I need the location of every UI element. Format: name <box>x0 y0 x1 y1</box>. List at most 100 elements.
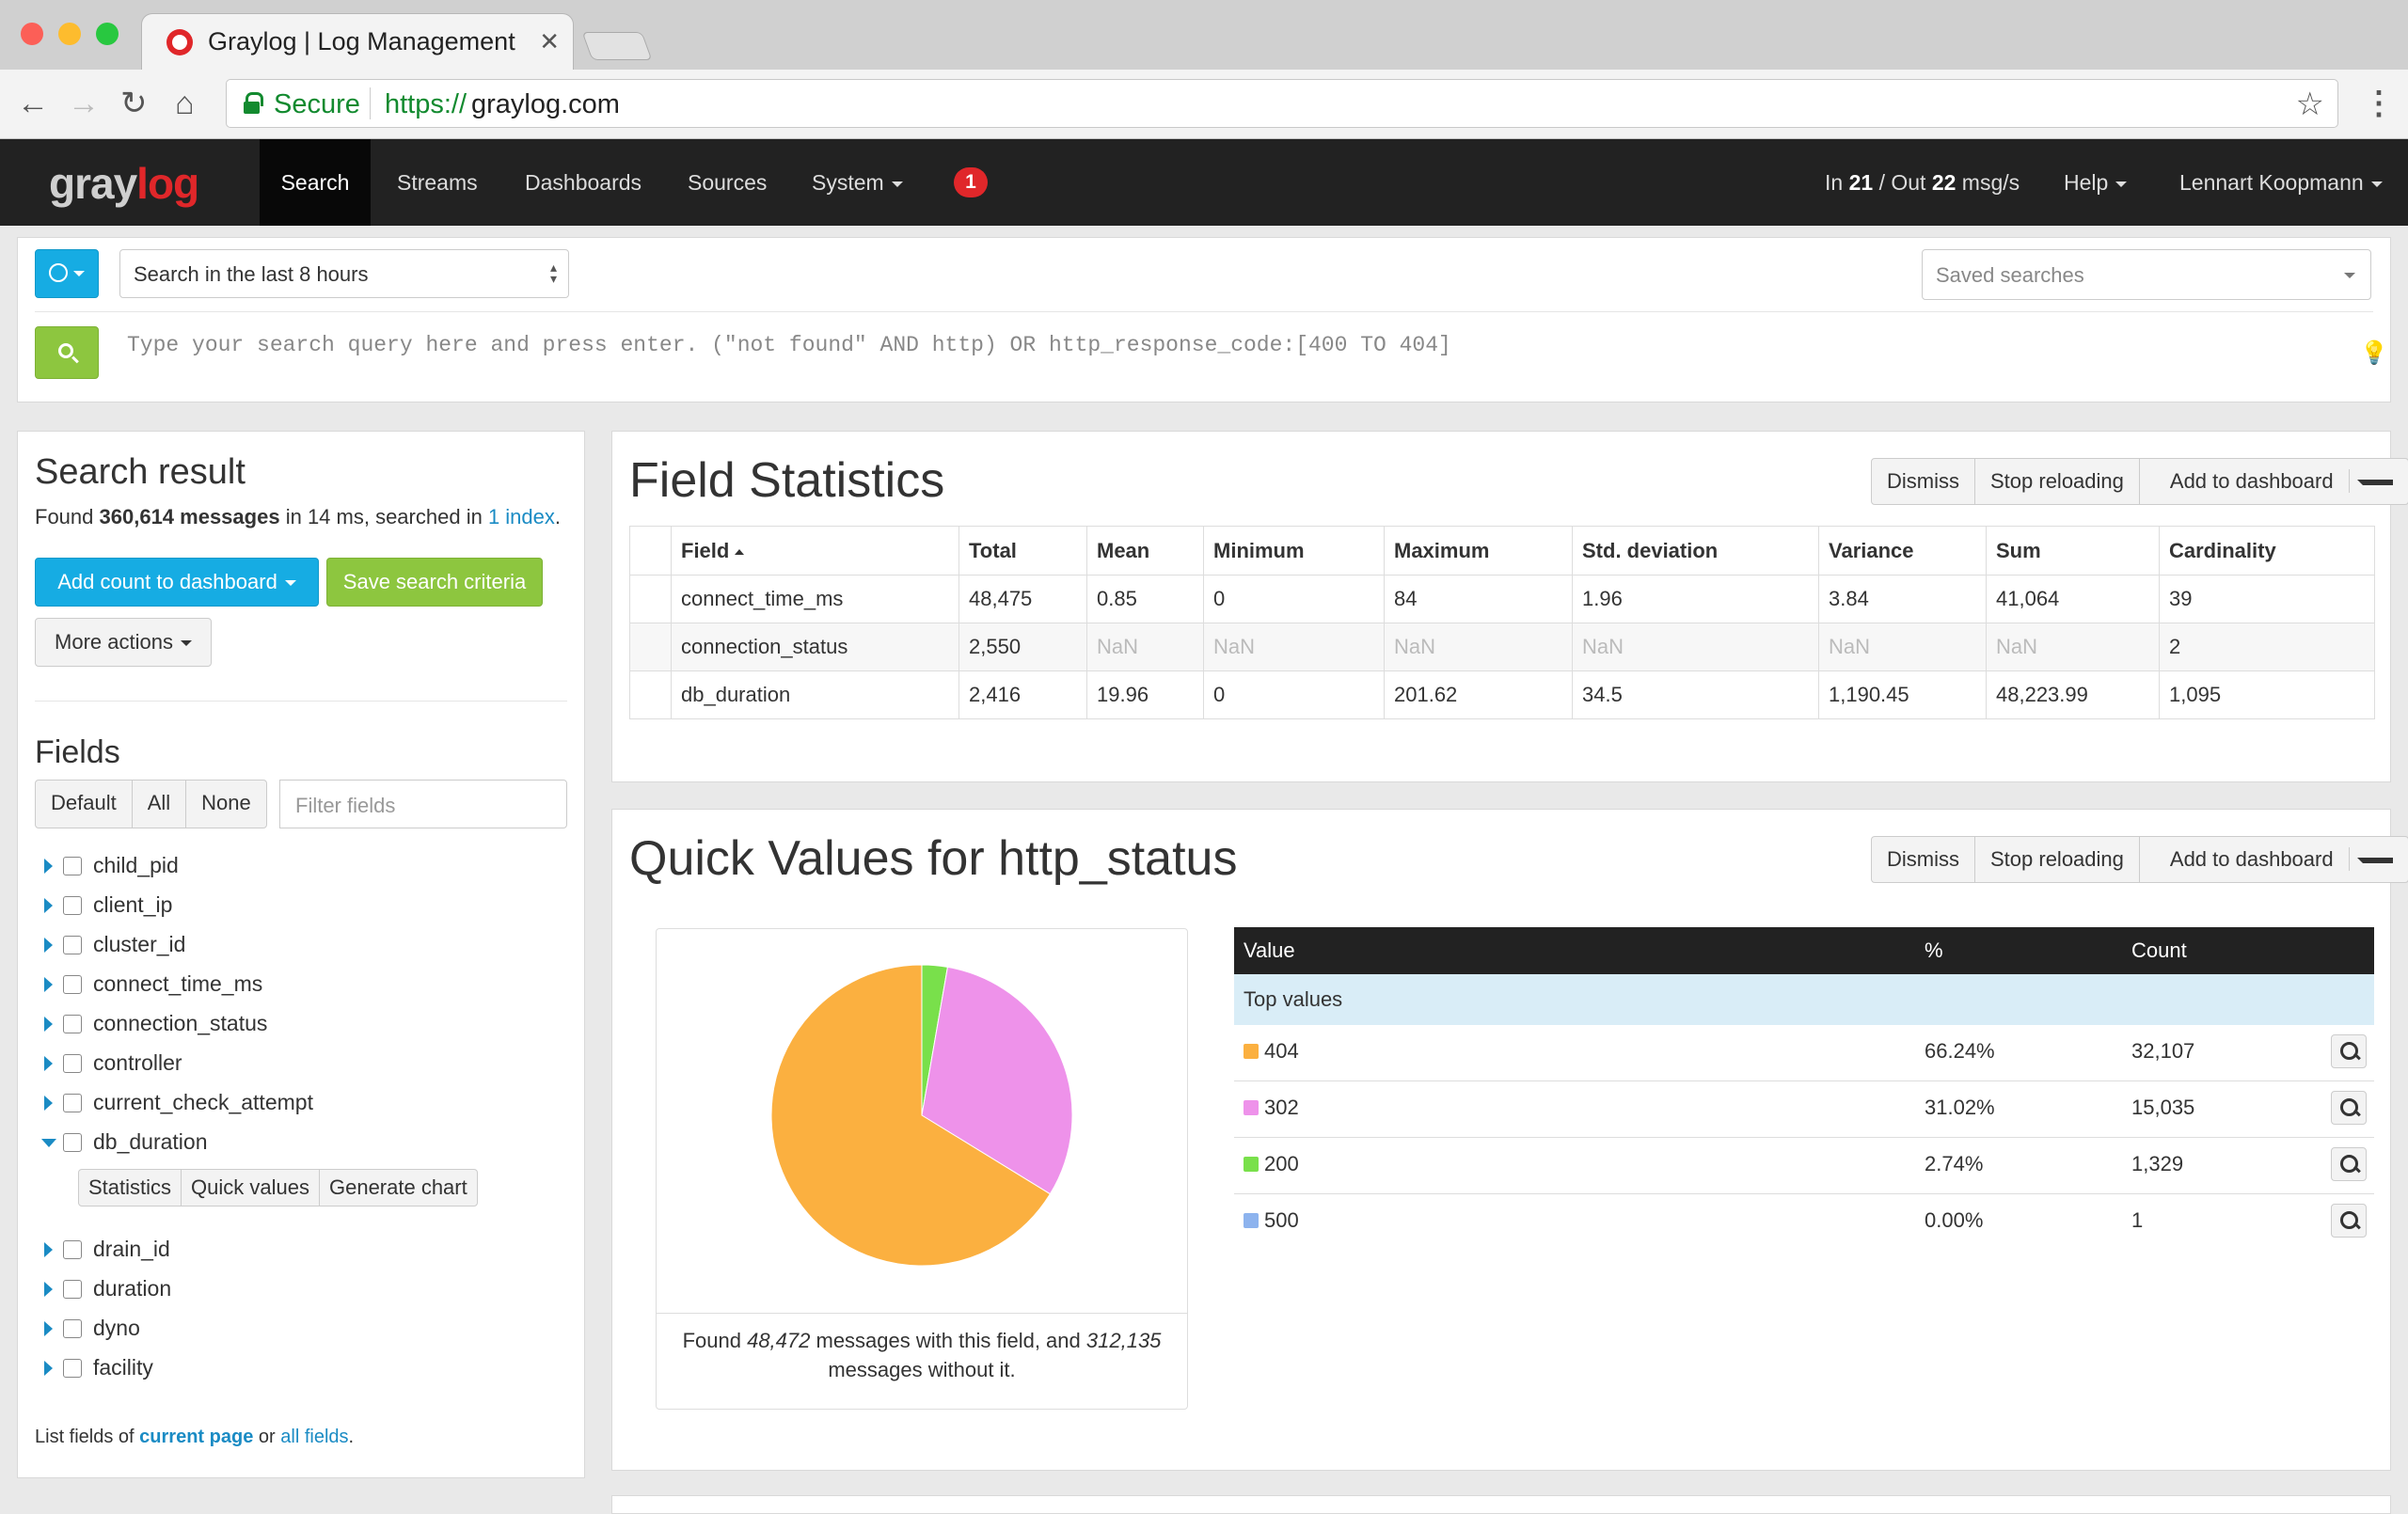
forward-arrow-icon[interactable]: → <box>68 87 100 120</box>
throughput-unit: msg/s <box>1962 170 2020 195</box>
column-header[interactable]: Cardinality <box>2160 527 2375 576</box>
column-header[interactable]: Std. deviation <box>1573 527 1819 576</box>
stop-reloading-button[interactable]: Stop reloading <box>1975 837 2140 882</box>
expand-arrow-icon[interactable] <box>44 1056 53 1071</box>
field-checkbox[interactable] <box>63 936 82 954</box>
field-checkbox[interactable] <box>63 1094 82 1112</box>
nav-streams[interactable]: Streams <box>397 139 478 226</box>
field-checkbox[interactable] <box>63 1240 82 1259</box>
field-quick-values-button[interactable]: Quick values <box>182 1170 320 1206</box>
window-maximize-button[interactable] <box>96 23 119 45</box>
more-actions-button[interactable]: More actions <box>35 618 212 667</box>
field-checkbox[interactable] <box>63 1359 82 1378</box>
stop-reloading-button[interactable]: Stop reloading <box>1975 459 2140 504</box>
search-value-zoom-icon[interactable] <box>2331 1204 2367 1238</box>
search-query-input[interactable]: Type your search query here and press en… <box>119 317 2368 373</box>
filter-default-button[interactable]: Default <box>36 781 133 828</box>
new-tab-button[interactable] <box>582 32 653 60</box>
expand-arrow-icon[interactable] <box>44 1282 53 1297</box>
nav-user-menu[interactable]: Lennart Koopmann <box>2179 139 2383 226</box>
column-header-field[interactable]: Field <box>672 527 959 576</box>
time-range-select[interactable]: Search in the last 8 hours ▴▾ <box>119 249 569 298</box>
add-count-to-dashboard-button[interactable]: Add count to dashboard <box>35 558 319 607</box>
next-panel-edge <box>611 1495 2391 1514</box>
row-select-cell[interactable] <box>630 671 672 719</box>
field-generate-chart-button[interactable]: Generate chart <box>320 1170 477 1206</box>
expand-arrow-icon[interactable] <box>44 977 53 992</box>
nav-system[interactable]: System <box>812 139 903 226</box>
window-minimize-button[interactable] <box>58 23 81 45</box>
browser-menu-icon[interactable]: ⋮ <box>2363 85 2395 122</box>
add-to-dashboard-button[interactable]: Add to dashboard <box>2140 459 2408 504</box>
dismiss-button[interactable]: Dismiss <box>1872 837 1975 882</box>
dismiss-button[interactable]: Dismiss <box>1872 459 1975 504</box>
nav-search[interactable]: Search <box>260 139 371 226</box>
expand-arrow-icon[interactable] <box>44 898 53 913</box>
reload-icon[interactable]: ↻ <box>120 87 148 120</box>
nav-dashboards[interactable]: Dashboards <box>525 139 642 226</box>
caret-down-icon <box>2357 480 2393 485</box>
expand-arrow-icon[interactable] <box>44 1096 53 1111</box>
table-header-row: Field Total Mean Minimum Maximum Std. de… <box>630 527 2375 576</box>
field-checkbox[interactable] <box>63 1319 82 1338</box>
throughput-indicator[interactable]: In 21 / Out 22 msg/s <box>1825 139 2020 226</box>
nav-help[interactable]: Help <box>2064 139 2127 226</box>
home-icon[interactable]: ⌂ <box>175 87 195 120</box>
field-name: cluster_id <box>93 932 185 957</box>
field-checkbox[interactable] <box>63 857 82 875</box>
expand-arrow-icon[interactable] <box>44 859 53 874</box>
search-icon-handle <box>71 356 79 364</box>
filter-all-button[interactable]: All <box>133 781 186 828</box>
saved-searches-select[interactable]: Saved searches <box>1922 249 2371 300</box>
search-submit-button[interactable] <box>35 326 99 379</box>
notifications-badge[interactable]: 1 <box>954 167 988 197</box>
filter-fields-input[interactable]: Filter fields <box>279 780 567 828</box>
column-header[interactable]: Total <box>959 527 1087 576</box>
all-fields-link[interactable]: all fields <box>280 1427 348 1447</box>
column-header[interactable]: Variance <box>1819 527 1987 576</box>
search-syntax-help-icon[interactable]: 💡 <box>2360 339 2388 367</box>
save-search-criteria-button[interactable]: Save search criteria <box>326 558 543 607</box>
expand-arrow-icon[interactable] <box>44 938 53 953</box>
pie-chart[interactable] <box>657 929 1187 1313</box>
nav-sources[interactable]: Sources <box>688 139 767 226</box>
address-bar[interactable]: Secure https:// graylog.com ☆ <box>226 79 2338 128</box>
browser-tab[interactable]: Graylog | Log Management ✕ <box>141 13 574 71</box>
field-checkbox[interactable] <box>63 1133 82 1152</box>
search-value-zoom-icon[interactable] <box>2331 1034 2367 1068</box>
column-header[interactable]: Sum <box>1987 527 2160 576</box>
time-range-type-button[interactable] <box>35 249 99 298</box>
row-select-cell[interactable] <box>630 623 672 671</box>
field-checkbox[interactable] <box>63 1054 82 1073</box>
back-arrow-icon[interactable]: ← <box>17 87 49 120</box>
field-checkbox[interactable] <box>63 1015 82 1033</box>
field-checkbox[interactable] <box>63 1280 82 1299</box>
expand-arrow-icon[interactable] <box>44 1017 53 1032</box>
column-header[interactable]: Maximum <box>1385 527 1573 576</box>
collapse-arrow-icon[interactable] <box>41 1139 56 1147</box>
expand-arrow-icon[interactable] <box>44 1361 53 1376</box>
tab-close-icon[interactable]: ✕ <box>539 27 560 56</box>
row-select-cell[interactable] <box>630 576 672 623</box>
window-close-button[interactable] <box>21 23 43 45</box>
index-link[interactable]: 1 index <box>488 505 555 528</box>
expand-arrow-icon[interactable] <box>44 1242 53 1257</box>
expand-arrow-icon[interactable] <box>44 1321 53 1336</box>
column-header[interactable]: Minimum <box>1204 527 1385 576</box>
table-row: 404 66.24% 32,107 <box>1234 1025 2374 1081</box>
field-statistics-button[interactable]: Statistics <box>79 1170 182 1206</box>
column-header[interactable]: Mean <box>1087 527 1204 576</box>
search-value-zoom-icon[interactable] <box>2331 1147 2367 1181</box>
table-cell: 48,475 <box>959 576 1087 623</box>
divider <box>35 311 2373 312</box>
percent-cell: 31.02% <box>1925 1081 1995 1134</box>
current-page-link[interactable]: current page <box>139 1427 253 1447</box>
bookmark-star-icon[interactable]: ☆ <box>2296 86 2324 123</box>
graylog-logo[interactable]: graylog <box>49 158 198 209</box>
field-checkbox[interactable] <box>63 975 82 994</box>
filter-none-button[interactable]: None <box>186 781 266 828</box>
add-to-dashboard-button[interactable]: Add to dashboard <box>2140 837 2408 882</box>
field-checkbox[interactable] <box>63 896 82 915</box>
search-value-zoom-icon[interactable] <box>2331 1091 2367 1125</box>
table-cell: connection_status <box>672 623 959 671</box>
